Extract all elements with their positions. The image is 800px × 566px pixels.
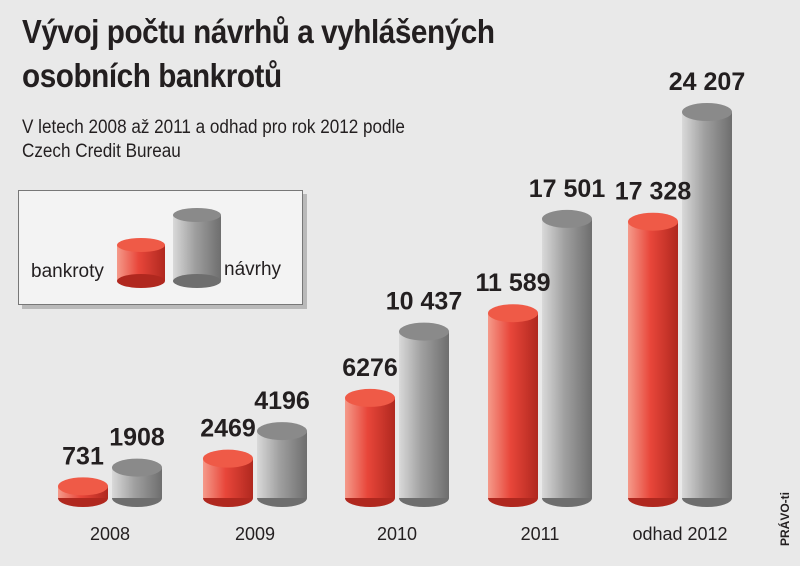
bar-navrhy-2008	[112, 458, 162, 507]
category-label-odhad-2012: odhad 2012	[632, 524, 727, 544]
value-label-navrhy-2008: 1908	[109, 424, 165, 452]
value-label-navrhy-odhad-2012: 24 207	[669, 68, 745, 96]
bar-navrhy-2011	[542, 209, 592, 507]
bar-bankroty-odhad-2012	[628, 212, 678, 507]
value-label-navrhy-2011: 17 501	[529, 175, 606, 203]
value-label-bankroty-2009: 2469	[200, 415, 256, 443]
value-label-navrhy-2010: 10 437	[386, 288, 462, 316]
category-label-2011: 2011	[521, 524, 560, 544]
bars-group	[58, 103, 732, 507]
legend-swatch-navrhy	[173, 208, 221, 288]
value-label-bankroty-2008: 731	[62, 442, 104, 470]
legend: bankroty návrhy	[18, 190, 303, 305]
legend-swatch-bankroty	[117, 238, 165, 288]
category-labels-group: 2008 2009 2010 2011 odhad 2012	[90, 524, 728, 544]
bar-navrhy-2010	[399, 322, 449, 507]
bar-navrhy-odhad-2012	[682, 103, 732, 507]
legend-label-bankroty: bankroty	[31, 261, 104, 282]
bar-navrhy-2009	[257, 422, 307, 507]
legend-swatches	[117, 208, 221, 288]
chart-title: Vývoj počtu návrhů a vyhlášených osobníc…	[22, 13, 495, 94]
value-label-bankroty-2010: 6276	[342, 354, 398, 382]
category-label-2008: 2008	[90, 524, 130, 544]
category-label-2010: 2010	[377, 524, 417, 544]
bar-bankroty-2010	[345, 388, 395, 507]
bar-bankroty-2008	[58, 477, 108, 507]
bar-bankroty-2009	[203, 449, 253, 507]
value-label-bankroty-2011: 11 589	[475, 269, 550, 297]
bar-bankroty-2011	[488, 304, 538, 507]
legend-label-navrhy: návrhy	[224, 259, 282, 280]
chart-subtitle: V letech 2008 až 2011 a odhad pro rok 20…	[22, 117, 405, 162]
credit-label: PRÁVO-ti	[778, 492, 792, 546]
category-label-2009: 2009	[235, 524, 275, 544]
value-label-navrhy-2009: 4196	[254, 387, 310, 415]
value-label-bankroty-odhad-2012: 17 328	[615, 178, 692, 206]
